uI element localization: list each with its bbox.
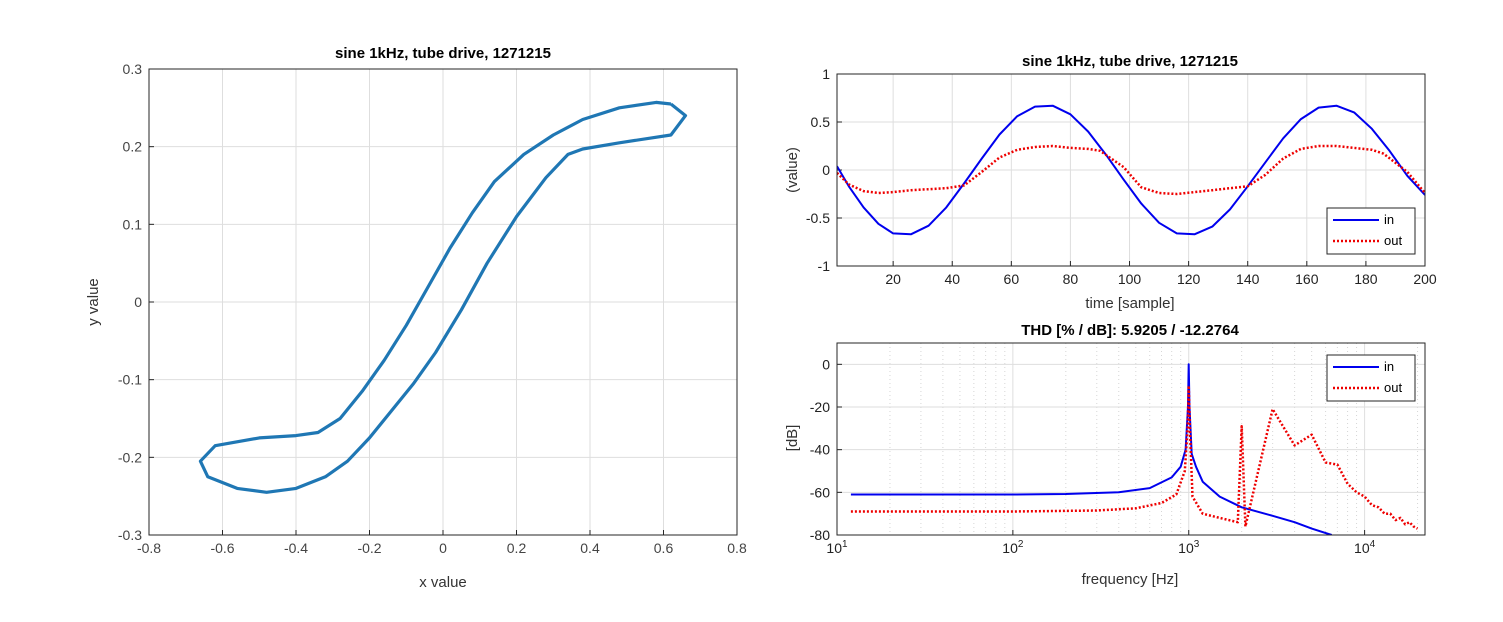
legend: in out [1326, 354, 1416, 402]
time-domain-chart: sine 1kHz, tube drive, 1271215 20 40 60 80 1… [784, 53, 1437, 312]
x-tick-label: 60 [1004, 271, 1020, 287]
y-tick-labels: -80 -60 -40 -20 0 [810, 356, 830, 543]
chart-title: sine 1kHz, tube drive, 1271215 [1022, 53, 1238, 70]
x-tick-label: 104 [1354, 539, 1376, 556]
x-tick-label: -0.8 [137, 540, 161, 556]
loop-series-line [198, 100, 688, 494]
x-tick-label: 0.2 [507, 540, 527, 556]
y-tick-label: -0.2 [118, 449, 142, 465]
y-tick-label: 0.1 [123, 216, 143, 232]
y-tick-label: -20 [810, 399, 830, 415]
xy-loop-chart: sine 1kHz, tube drive, 1271215 -0.8 -0.6-… [85, 45, 747, 591]
x-tick-labels: 20 40 60 80 100 120 140 160 180 200 [885, 271, 1437, 287]
x-tick-label: 0.4 [580, 540, 600, 556]
y-tick-label: 0 [822, 162, 830, 178]
y-tick-label: 0.3 [123, 61, 143, 77]
axes-frame [836, 342, 1426, 536]
y-tick-label: 1 [822, 66, 830, 82]
legend-box [1326, 207, 1416, 255]
chart-title: sine 1kHz, tube drive, 1271215 [335, 45, 551, 62]
y-tick-label: -0.3 [118, 527, 142, 543]
legend-label-in: in [1384, 212, 1394, 227]
spectrum-chart: THD [% / dB]: 5.9205 / -12.2764 101 102 10… [784, 322, 1426, 588]
y-tick-label: -80 [810, 527, 830, 543]
y-tick-labels: -1 -0.5 0 0.5 1 [806, 66, 830, 274]
x-tick-label: 0.8 [727, 540, 747, 556]
y-tick-label: -60 [810, 484, 830, 500]
x-tick-label: 100 [1118, 271, 1142, 287]
x-tick-label: 160 [1295, 271, 1319, 287]
series-out-line [837, 144, 1425, 196]
x-axis-label: time [sample] [1085, 295, 1174, 312]
x-tick-label: 40 [944, 271, 960, 287]
plot-area [837, 104, 1425, 236]
chart-title: THD [% / dB]: 5.9205 / -12.2764 [1021, 322, 1239, 339]
x-tick-label: 180 [1354, 271, 1378, 287]
y-axis-label: [dB] [784, 425, 801, 452]
x-tick-label: 200 [1413, 271, 1437, 287]
x-tick-labels: 101 102 103 104 [826, 539, 1375, 556]
y-axis-label: (value) [784, 147, 801, 193]
legend-label-out: out [1384, 233, 1402, 248]
y-tick-label: -0.1 [118, 372, 142, 388]
x-tick-label: -0.6 [210, 540, 234, 556]
x-tick-label: 101 [826, 539, 848, 556]
x-axis-label: frequency [Hz] [1082, 571, 1179, 588]
x-tick-label: 140 [1236, 271, 1260, 287]
y-tick-label: -40 [810, 442, 830, 458]
x-axis-label: x value [419, 574, 467, 591]
plot-area [198, 100, 688, 494]
series-out-line [850, 384, 1419, 530]
x-tick-label: 103 [1178, 539, 1200, 556]
axes-frame [148, 68, 738, 536]
legend-label-in: in [1384, 359, 1394, 374]
grid [836, 343, 1425, 536]
x-tick-label: 120 [1177, 271, 1201, 287]
y-tick-label: 0 [822, 356, 830, 372]
y-tick-label: -0.5 [806, 210, 830, 226]
x-tick-label: -0.4 [284, 540, 308, 556]
legend-box [1326, 354, 1416, 402]
legend-label-out: out [1384, 380, 1402, 395]
y-axis-label: y value [85, 278, 102, 326]
y-tick-label: 0 [134, 294, 142, 310]
plot-area [850, 363, 1419, 535]
y-tick-labels: -0.3 -0.2 -0.1 0 0.1 0.2 0.3 [118, 61, 142, 543]
x-tick-label: -0.2 [357, 540, 381, 556]
series-in-line [837, 104, 1425, 236]
axes-frame [836, 73, 1426, 267]
series-in-line [850, 363, 1333, 535]
x-tick-label: 0 [439, 540, 447, 556]
y-tick-label: -1 [818, 258, 831, 274]
x-tick-label: 0.6 [654, 540, 674, 556]
y-tick-label: 0.2 [123, 139, 143, 155]
legend: in out [1326, 207, 1416, 255]
y-tick-label: 0.5 [811, 114, 831, 130]
x-tick-label: 102 [1002, 539, 1024, 556]
x-tick-label: 20 [885, 271, 901, 287]
x-tick-label: 80 [1063, 271, 1079, 287]
x-tick-labels: -0.8 -0.6 -0.4 -0.2 0 0.2 0.4 0.6 0.8 [137, 540, 747, 556]
